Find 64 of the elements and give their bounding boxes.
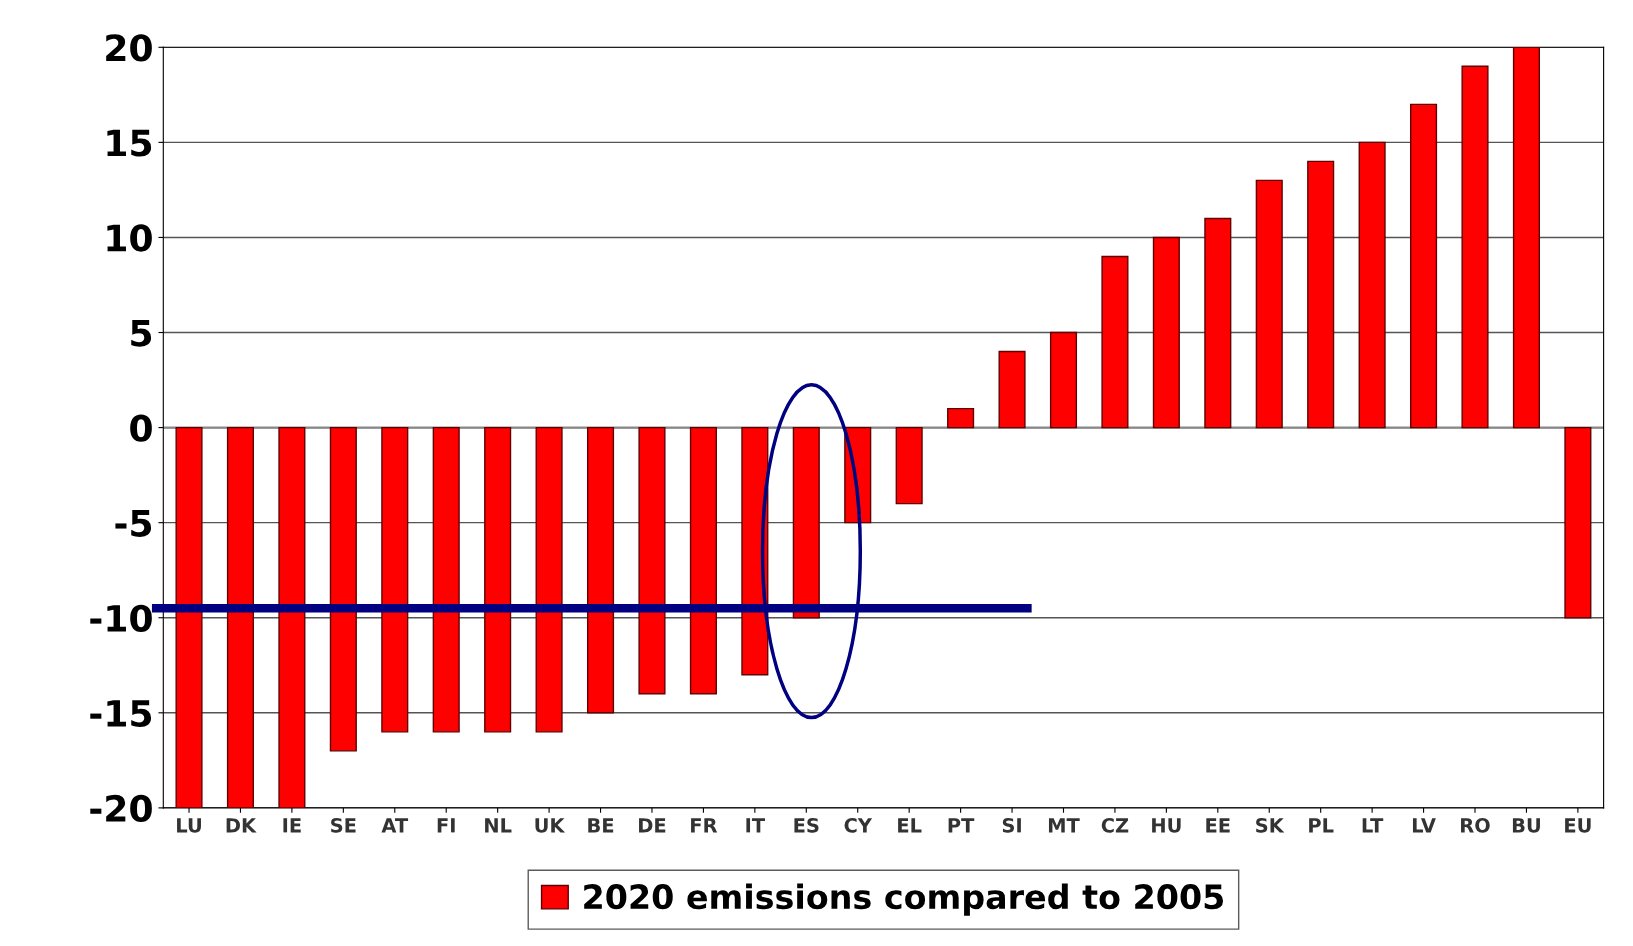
x-tick-label: DK xyxy=(226,818,257,833)
bar xyxy=(175,426,203,808)
x-tick-label: ES xyxy=(794,817,819,833)
x-tick-label: BE xyxy=(588,818,614,833)
bar xyxy=(792,426,820,619)
bar xyxy=(1307,160,1335,429)
bar xyxy=(638,426,666,695)
x-tick-label: SE xyxy=(331,817,356,833)
y-tick-label: 15 xyxy=(107,129,152,157)
x-tick-label: IT xyxy=(746,818,765,833)
bar xyxy=(1410,103,1438,429)
x-tick-label: EU xyxy=(1565,818,1591,833)
y-tick-label: 20 xyxy=(106,34,152,62)
bar xyxy=(226,426,255,808)
bar xyxy=(484,426,512,733)
x-tick-label: SI xyxy=(1002,817,1021,833)
x-tick-label: RO xyxy=(1461,817,1490,833)
x-tick-label: CY xyxy=(844,817,873,833)
bar xyxy=(1152,236,1180,429)
x-tick-label: FR xyxy=(691,818,718,833)
bar xyxy=(1101,255,1129,429)
y-tick-label: 0 xyxy=(130,414,152,442)
x-tick-label: LT xyxy=(1362,818,1384,833)
bar xyxy=(998,350,1026,429)
bar xyxy=(535,426,563,733)
x-tick-label: MT xyxy=(1048,818,1080,833)
y-tick-label: 10 xyxy=(107,224,152,252)
bar xyxy=(1049,331,1078,429)
bar xyxy=(689,426,717,695)
x-tick-label: DE xyxy=(639,818,666,833)
x-tick-label: PL xyxy=(1309,818,1334,833)
x-tick-label: AT xyxy=(381,818,409,833)
y-tick-label: 5 xyxy=(131,319,152,347)
bar xyxy=(1564,426,1592,619)
x-tick-label: SK xyxy=(1256,817,1285,833)
x-tick-label: UK xyxy=(535,818,566,833)
bar xyxy=(947,407,975,429)
x-tick-label: EL xyxy=(898,818,922,833)
bar xyxy=(329,426,357,752)
x-tick-label: CZ xyxy=(1101,817,1129,833)
x-tick-label: LU xyxy=(177,818,201,833)
bar xyxy=(432,426,460,733)
bar xyxy=(895,426,923,505)
x-tick-label: IE xyxy=(283,818,301,833)
x-tick-label: LV xyxy=(1412,818,1436,833)
x-tick-label: FI xyxy=(437,818,455,833)
bar xyxy=(1204,217,1232,429)
bar xyxy=(381,426,409,733)
x-tick-label: HU xyxy=(1152,818,1181,833)
bar xyxy=(1255,179,1283,429)
bar xyxy=(1358,141,1386,429)
y-tick-label: -5 xyxy=(115,510,152,537)
y-tick-label: -15 xyxy=(90,700,152,728)
x-tick-label: BU xyxy=(1512,818,1540,833)
x-tick-label: EE xyxy=(1206,818,1230,833)
x-tick-label: NL xyxy=(485,818,512,833)
y-tick-label: -10 xyxy=(90,604,152,632)
bar xyxy=(278,426,306,808)
legend-label: 2020 emissions compared to 2005 xyxy=(584,883,1224,916)
bar xyxy=(1461,65,1489,429)
x-tick-label: PT xyxy=(948,818,975,833)
y-tick-label: -20 xyxy=(90,794,152,823)
bar xyxy=(586,426,615,714)
bar xyxy=(1512,47,1541,429)
